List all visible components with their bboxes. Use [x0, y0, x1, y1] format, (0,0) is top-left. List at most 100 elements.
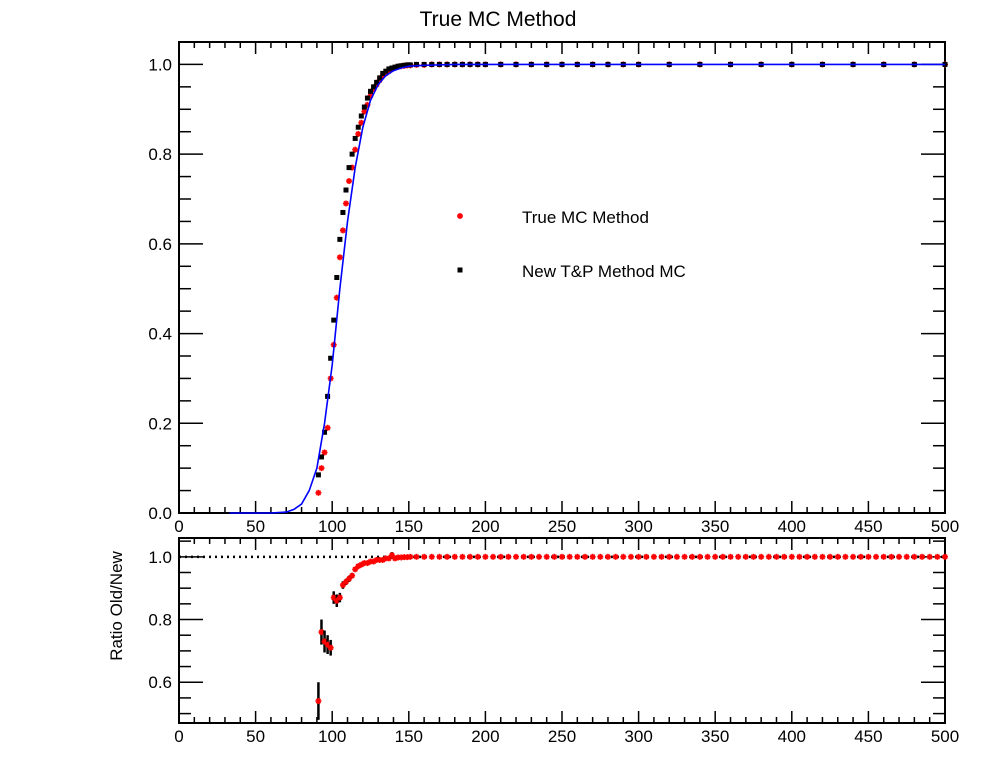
data-point: [361, 104, 367, 110]
data-point: [421, 553, 428, 560]
data-point: [401, 62, 407, 68]
data-point-stroke: [444, 554, 450, 560]
data-point: [551, 553, 558, 560]
data-point: [719, 553, 726, 560]
x-tick-label: 200: [471, 517, 499, 536]
data-point-stroke: [407, 554, 414, 560]
data-point: [865, 553, 872, 560]
data-point: [796, 553, 803, 560]
data-point: [321, 449, 328, 456]
x-tick-label: 250: [548, 517, 576, 536]
data-point-stroke: [850, 554, 856, 560]
data-point: [811, 553, 818, 560]
data-point-stroke: [612, 554, 619, 560]
data-point-stroke: [482, 554, 489, 560]
data-point-stroke: [865, 554, 872, 560]
data-point-stroke: [459, 554, 466, 560]
legend-marker-square: [457, 267, 463, 273]
x-tick-label: 0: [174, 517, 183, 536]
data-point: [337, 236, 343, 242]
data-point: [389, 65, 395, 71]
data-point-stroke: [315, 698, 322, 704]
data-point-stroke: [743, 554, 749, 560]
x-tick-label: 50: [246, 727, 265, 746]
data-point-stroke: [513, 554, 519, 560]
data-point-stroke: [559, 554, 565, 560]
data-point: [336, 254, 343, 261]
data-point: [750, 553, 757, 560]
data-point-stroke: [346, 178, 352, 184]
data-point-stroke: [819, 554, 826, 560]
data-point: [428, 553, 435, 560]
data-point: [340, 209, 346, 215]
x-tick-label: 0: [174, 727, 183, 746]
data-point-stroke: [355, 131, 361, 137]
data-point: [346, 165, 352, 171]
data-point: [349, 572, 356, 579]
data-point: [327, 644, 334, 651]
data-point-stroke: [331, 594, 337, 601]
data-point-stroke: [498, 554, 504, 560]
data-point: [834, 553, 841, 560]
y-tick-label: 1.0: [148, 55, 172, 74]
data-point-stroke: [750, 554, 757, 560]
data-point-stroke: [327, 645, 334, 651]
data-point: [888, 553, 895, 560]
y-tick-label: 0.2: [148, 414, 172, 433]
data-point: [451, 553, 458, 560]
plot-frame: [178, 537, 946, 724]
x-tick-label: 400: [778, 517, 806, 536]
data-point-stroke: [796, 554, 803, 560]
data-point: [352, 135, 358, 141]
data-point-stroke: [911, 554, 918, 560]
data-point: [407, 553, 414, 560]
data-point-stroke: [781, 554, 787, 560]
data-point-stroke: [315, 490, 322, 496]
x-tick-label: 50: [246, 517, 265, 536]
data-point: [318, 629, 325, 636]
data-point-stroke: [789, 554, 795, 560]
data-point: [880, 553, 887, 560]
data-point: [322, 429, 328, 435]
data-point: [627, 553, 634, 560]
data-point: [758, 553, 765, 560]
data-point-stroke: [926, 554, 933, 560]
data-point-stroke: [490, 554, 496, 560]
data-point: [934, 553, 941, 560]
y-tick-label: 0.4: [148, 325, 172, 344]
data-point: [819, 553, 826, 560]
data-point-stroke: [337, 594, 343, 601]
data-point-stroke: [904, 554, 910, 560]
data-point: [742, 553, 749, 560]
data-point: [315, 472, 321, 478]
data-point-stroke: [697, 554, 703, 560]
data-point-stroke: [881, 554, 887, 560]
data-point-stroke: [361, 108, 368, 115]
data-point: [467, 553, 474, 560]
data-point-stroke: [651, 554, 657, 560]
data-point: [689, 553, 696, 560]
panel-main: 0 50 100 150 200 250 300 350 400 450 500 0.0 0.2 0.4 0…: [148, 41, 959, 536]
data-point: [597, 553, 604, 560]
data-point-stroke: [804, 554, 810, 560]
data-point: [444, 553, 451, 560]
data-point: [612, 553, 619, 560]
data-point-stroke: [349, 572, 355, 579]
data-point-stroke: [334, 294, 340, 301]
data-point: [566, 553, 573, 560]
data-point: [331, 317, 337, 323]
data-point: [788, 553, 795, 560]
data-point-stroke: [689, 554, 695, 560]
data-point: [339, 227, 346, 234]
data-point-stroke: [704, 554, 711, 560]
data-point: [374, 79, 380, 85]
data-point: [681, 553, 688, 560]
data-point: [336, 594, 343, 601]
data-point-stroke: [888, 554, 895, 560]
legend-marker-new-tp: [457, 267, 463, 273]
data-point: [364, 95, 370, 101]
legend-label-new-tp: New T&P Method MC: [522, 262, 686, 281]
data-point: [842, 553, 849, 560]
data-point: [404, 62, 410, 68]
